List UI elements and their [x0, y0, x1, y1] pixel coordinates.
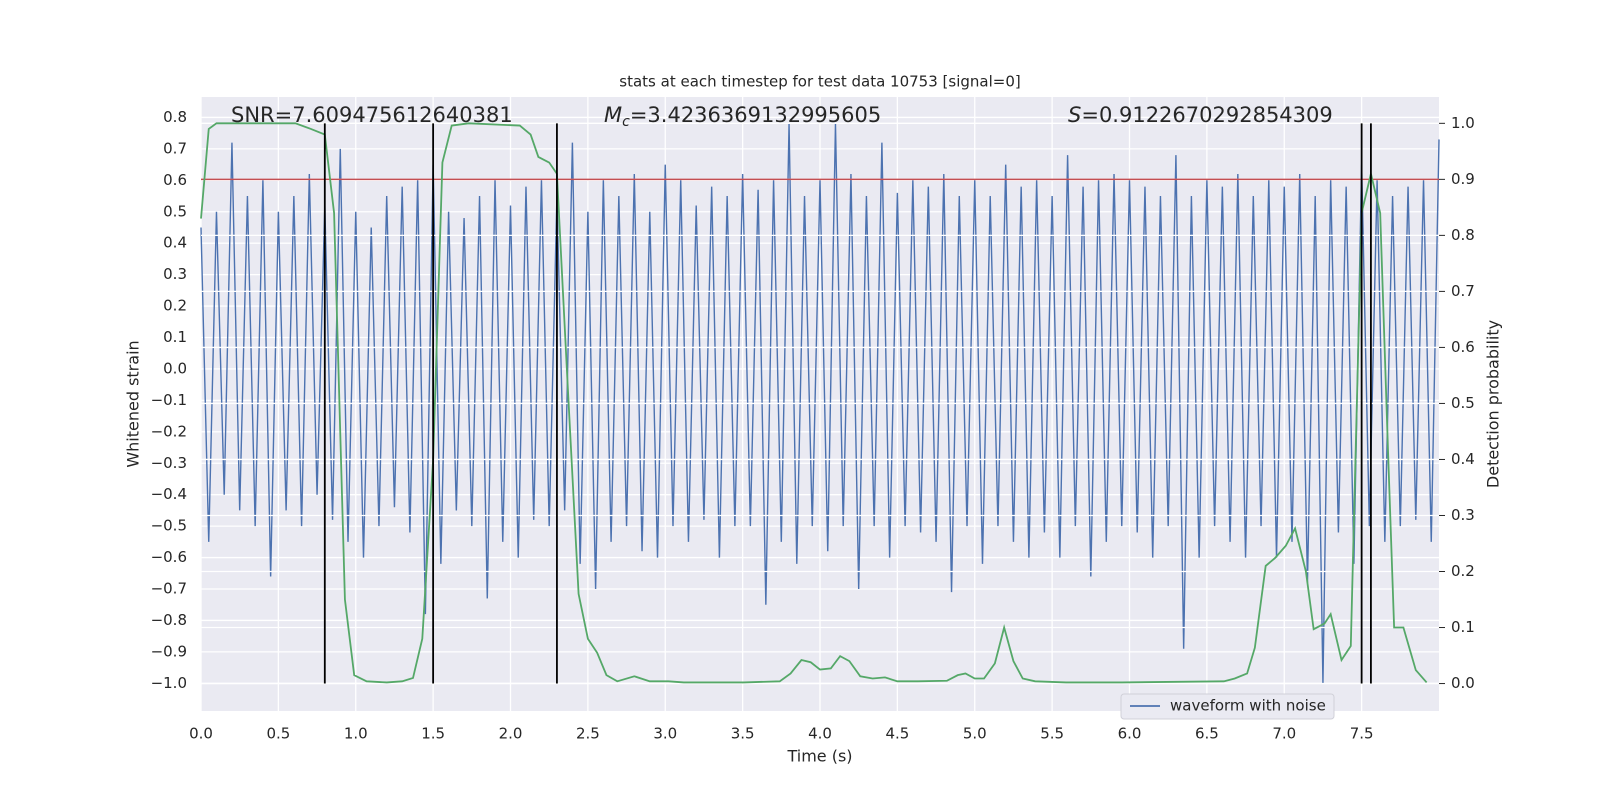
y2-tick-label: 0.5: [1451, 394, 1475, 412]
x-tick-label: 3.0: [653, 725, 677, 743]
annotation: S=0.9122670292854309: [1068, 103, 1333, 127]
x-tick-label: 7.5: [1350, 725, 1374, 743]
y-tick-label: 0.1: [163, 328, 187, 346]
x-tick-label: 6.0: [1118, 725, 1142, 743]
x-tick-label: 0.5: [266, 725, 290, 743]
legend-box: [1120, 693, 1335, 720]
annotation-text: =0.9122670292854309: [1081, 103, 1332, 127]
annotation-subscript: c: [622, 114, 630, 130]
y2-tick-label: 0.0: [1451, 674, 1475, 692]
y2-axis-label: Detection probability: [1484, 320, 1503, 488]
y-tick-label: 0.0: [163, 359, 187, 377]
y2-tick-label: 0.9: [1451, 170, 1475, 188]
annotation-symbol: M: [604, 103, 622, 127]
x-axis-label: Time (s): [786, 747, 852, 766]
x-tick-label: 6.5: [1195, 725, 1219, 743]
y2-tick-label: 0.8: [1451, 226, 1475, 244]
x-tick-label: 5.0: [963, 725, 987, 743]
y-tick-label: 0.5: [163, 202, 187, 220]
x-tick-label: 3.5: [731, 725, 755, 743]
y-tick-label: 0.3: [163, 265, 187, 283]
y-tick-label: −0.2: [151, 422, 187, 440]
y2-tick-label: 1.0: [1451, 114, 1475, 132]
y-tick-label: 0.4: [163, 234, 187, 252]
y2-tick-label: 0.3: [1451, 506, 1475, 524]
chart-title: stats at each timestep for test data 107…: [619, 73, 1020, 91]
y-tick-label: −0.4: [151, 485, 187, 503]
annotation-text: SNR=7.609475612640381: [231, 103, 513, 127]
y-tick-label: −0.6: [151, 548, 187, 566]
y-tick-label: 0.7: [163, 139, 187, 157]
x-tick-label: 1.5: [421, 725, 445, 743]
series-line: [200, 123, 1440, 684]
x-tick-label: 7.0: [1272, 725, 1296, 743]
series-line: [200, 122, 1428, 684]
y-tick-label: −0.9: [151, 642, 187, 660]
y2-tick-label: 0.1: [1451, 618, 1475, 636]
x-tick-label: 0.0: [189, 725, 213, 743]
annotation: Mc=3.4236369132995605: [604, 103, 881, 130]
y-axis-label: Whitened strain: [124, 340, 143, 467]
y2-tick-label: 0.2: [1451, 562, 1475, 580]
annotation-symbol: S: [1068, 103, 1081, 127]
y2-tick-label: 0.4: [1451, 450, 1475, 468]
y-tick-label: −0.5: [151, 517, 187, 535]
y2-tick-label: 0.6: [1451, 338, 1475, 356]
x-tick-label: 4.0: [808, 725, 832, 743]
y-tick-label: 0.2: [163, 297, 187, 315]
legend: waveform with noise: [1120, 693, 1335, 720]
x-tick-label: 1.0: [344, 725, 368, 743]
y-tick-label: 0.8: [163, 108, 187, 126]
x-tick-label: 5.5: [1040, 725, 1064, 743]
x-tick-label: 2.0: [499, 725, 523, 743]
y-tick-label: −0.3: [151, 454, 187, 472]
y-tick-label: −0.8: [151, 611, 187, 629]
y-tick-label: −0.7: [151, 580, 187, 598]
annotation-text: =3.4236369132995605: [630, 103, 881, 127]
x-tick-label: 2.5: [576, 725, 600, 743]
y2-tick-label: 0.7: [1451, 282, 1475, 300]
y-tick-label: −0.1: [151, 391, 187, 409]
legend-label: waveform with noise: [1170, 697, 1326, 715]
annotation: SNR=7.609475612640381: [231, 103, 513, 127]
x-tick-label: 4.5: [885, 725, 909, 743]
y-tick-label: −1.0: [151, 674, 187, 692]
y-tick-label: 0.6: [163, 171, 187, 189]
